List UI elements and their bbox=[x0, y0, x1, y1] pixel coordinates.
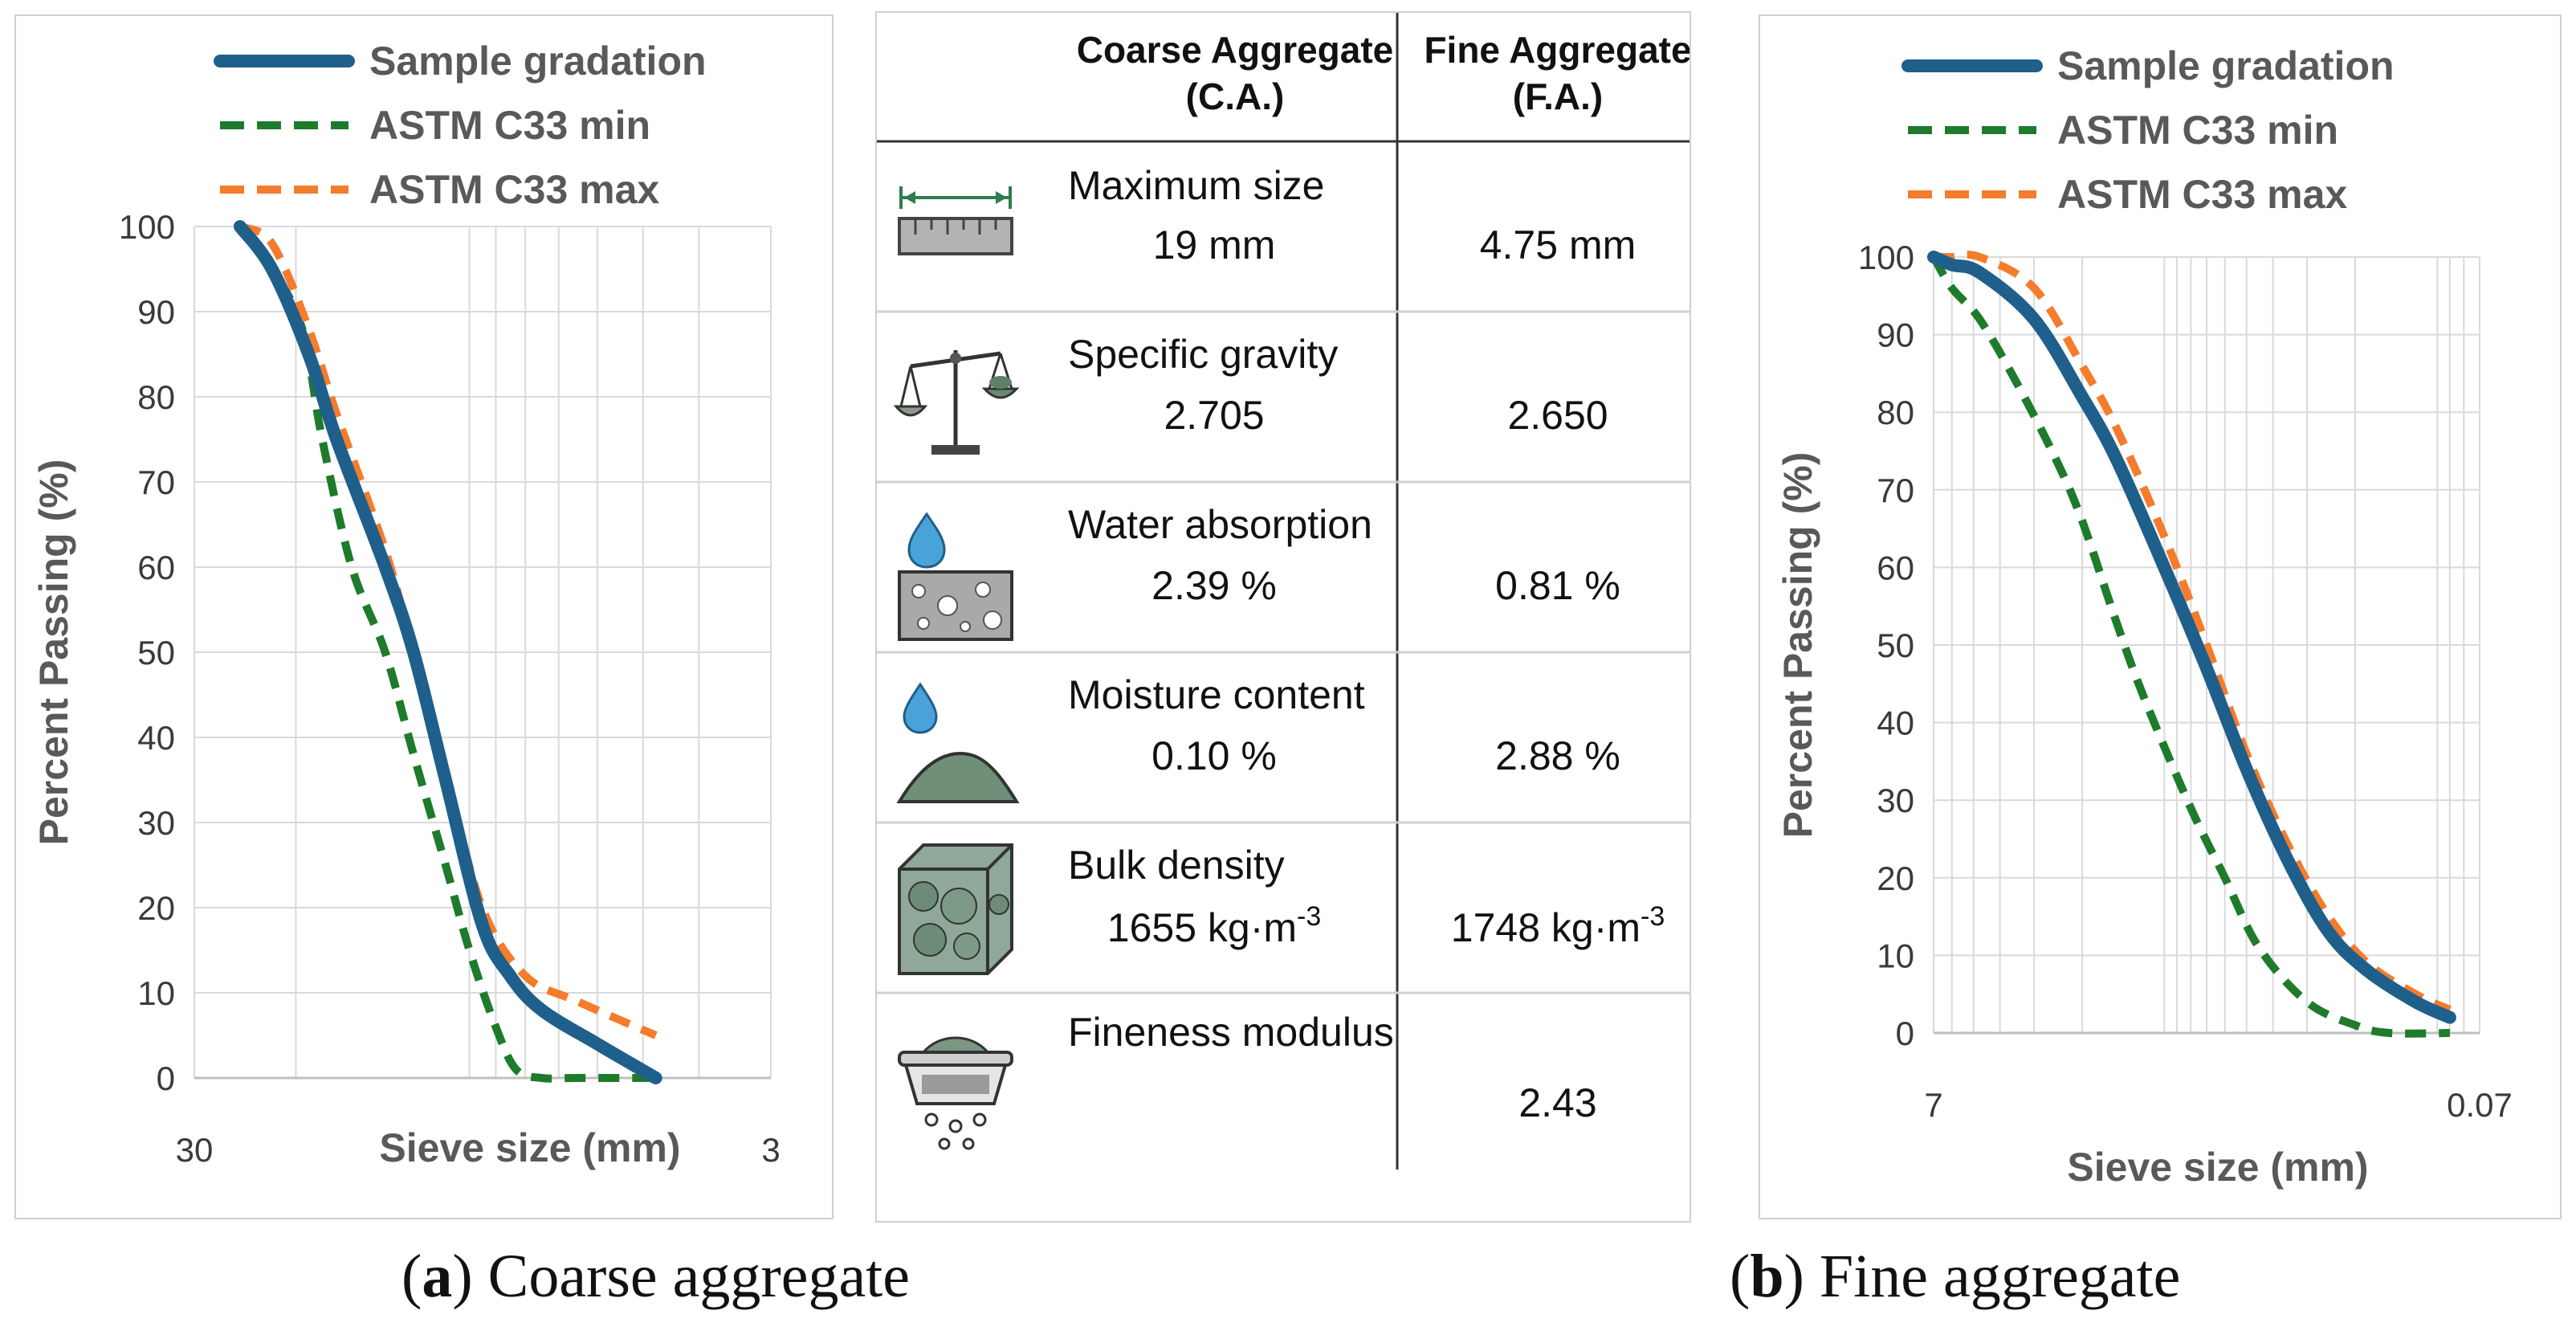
legend-label: Sample gradation bbox=[2057, 43, 2395, 88]
x-tick-label: 0.07 bbox=[2447, 1086, 2513, 1124]
y-tick-label: 50 bbox=[137, 634, 175, 672]
y-tick-label: 20 bbox=[1877, 859, 1914, 897]
row-fa-bulk-density: 1748 kg·m-3 bbox=[1451, 901, 1665, 950]
y-tick-label: 30 bbox=[137, 804, 175, 842]
ruler-icon bbox=[898, 186, 1013, 255]
row-name-moisture-content: Moisture content bbox=[1068, 672, 1365, 717]
balance-scale-icon bbox=[893, 350, 1020, 455]
caption-b-label: b bbox=[1750, 1243, 1784, 1310]
caption-b: (b) Fine aggregate bbox=[1730, 1243, 2181, 1310]
legend-label: ASTM C33 max bbox=[369, 167, 659, 212]
sieve-icon bbox=[898, 1036, 1013, 1150]
y-tick-label: 90 bbox=[1877, 316, 1914, 354]
water-drop-sand-pile-icon bbox=[896, 682, 1020, 803]
fine-aggregate-chart-panel: 0 10 20 30 40 50 60 70 80 90 100 7 0.07 Sieve size (m… bbox=[1759, 14, 2562, 1219]
y-tick-label: 60 bbox=[137, 549, 175, 586]
row-ca-maximum-size: 19 mm bbox=[1153, 222, 1276, 267]
y-tick-label: 70 bbox=[137, 463, 175, 501]
row-fa-water-absorption: 0.81 % bbox=[1495, 563, 1620, 608]
series-line-astm-c33-max bbox=[238, 222, 658, 1039]
y-tick-label: 20 bbox=[137, 889, 175, 927]
caption-b-text: Fine aggregate bbox=[1819, 1243, 2181, 1310]
x-tick-label: 7 bbox=[1924, 1086, 1942, 1124]
y-tick-label: 50 bbox=[1877, 627, 1914, 664]
fine-aggregate-chart: 0 10 20 30 40 50 60 70 80 90 100 7 0.07 Sieve size (m… bbox=[1775, 43, 2513, 1190]
row-ca-moisture-content: 0.10 % bbox=[1151, 733, 1277, 778]
y-tick-label: 100 bbox=[1858, 239, 1914, 276]
coarse-aggregate-chart: 0 10 20 30 40 50 60 70 80 90 100 30 3 Sieve size (mm)… bbox=[31, 39, 781, 1170]
header-fa-line1: Fine Aggregate bbox=[1424, 29, 1689, 71]
row-fa-fineness-modulus: 2.43 bbox=[1518, 1080, 1596, 1125]
row-fa-specific-gravity: 2.650 bbox=[1507, 393, 1608, 438]
row-name-bulk-density: Bulk density bbox=[1068, 843, 1285, 888]
caption-a-label: a bbox=[422, 1243, 453, 1310]
header-fa-line2: (F.A.) bbox=[1513, 76, 1603, 117]
aggregate-cube-icon bbox=[898, 843, 1013, 975]
row-name-specific-gravity: Specific gravity bbox=[1068, 332, 1338, 377]
caption-a-text: Coarse aggregate bbox=[487, 1243, 911, 1310]
y-tick-label: 70 bbox=[1877, 472, 1914, 509]
row-name-water-absorption: Water absorption bbox=[1068, 502, 1372, 547]
y-tick-label: 0 bbox=[157, 1059, 175, 1097]
y-tick-label: 10 bbox=[1877, 937, 1914, 974]
y-tick-label: 40 bbox=[1877, 704, 1914, 742]
coarse-aggregate-chart-panel: 0 10 20 30 40 50 60 70 80 90 100 30 3 Sieve size (mm)… bbox=[14, 14, 834, 1219]
y-axis-label: Percent Passing (%) bbox=[1775, 452, 1820, 839]
y-tick-label: 10 bbox=[137, 974, 175, 1012]
properties-table: Coarse Aggregate (C.A.) Fine Aggregate (… bbox=[877, 13, 1692, 1170]
legend-label: ASTM C33 min bbox=[369, 103, 650, 148]
x-axis-label: Sieve size (mm) bbox=[2067, 1145, 2368, 1190]
row-ca-bulk-density-sup: -3 bbox=[1297, 901, 1321, 932]
header-ca-line1: Coarse Aggregate bbox=[1077, 29, 1394, 71]
series-line-sample-gradation bbox=[233, 220, 662, 1084]
y-tick-label: 100 bbox=[119, 208, 175, 246]
row-ca-water-absorption: 2.39 % bbox=[1151, 563, 1277, 608]
y-tick-label: 80 bbox=[137, 378, 175, 416]
y-axis-label: Percent Passing (%) bbox=[31, 459, 76, 846]
row-name-fineness-modulus: Fineness modulus bbox=[1068, 1010, 1394, 1055]
y-tick-label: 40 bbox=[137, 719, 175, 757]
y-tick-label: 60 bbox=[1877, 549, 1914, 586]
x-axis-label: Sieve size (mm) bbox=[379, 1125, 680, 1170]
legend-label: ASTM C33 max bbox=[2057, 172, 2347, 217]
x-tick-label: 30 bbox=[176, 1131, 214, 1169]
series-line-astm-c33-min bbox=[1930, 255, 2450, 1038]
row-fa-moisture-content: 2.88 % bbox=[1495, 733, 1620, 778]
row-ca-specific-gravity: 2.705 bbox=[1164, 393, 1264, 438]
series-line-astm-c33-max bbox=[1933, 251, 2452, 1014]
x-tick-label: 3 bbox=[761, 1131, 780, 1169]
y-tick-label: 80 bbox=[1877, 394, 1914, 431]
row-name-maximum-size: Maximum size bbox=[1068, 163, 1324, 208]
properties-table-panel: Coarse Aggregate (C.A.) Fine Aggregate (… bbox=[875, 11, 1692, 1223]
caption-a: (a) Coarse aggregate bbox=[401, 1243, 911, 1310]
y-tick-label: 30 bbox=[1877, 782, 1914, 819]
water-drop-sponge-icon bbox=[898, 512, 1013, 641]
y-tick-label: 90 bbox=[137, 293, 175, 331]
y-tick-label: 0 bbox=[1896, 1015, 1914, 1052]
row-fa-maximum-size: 4.75 mm bbox=[1480, 222, 1636, 267]
series-line-sample-gradation bbox=[1927, 251, 2456, 1024]
header-ca-line2: (C.A.) bbox=[1186, 76, 1285, 117]
row-fa-bulk-density-sup: -3 bbox=[1641, 901, 1665, 932]
legend-label: ASTM C33 min bbox=[2057, 108, 2338, 153]
row-ca-bulk-density: 1655 kg·m-3 bbox=[1107, 901, 1321, 950]
legend-label: Sample gradation bbox=[369, 39, 707, 84]
